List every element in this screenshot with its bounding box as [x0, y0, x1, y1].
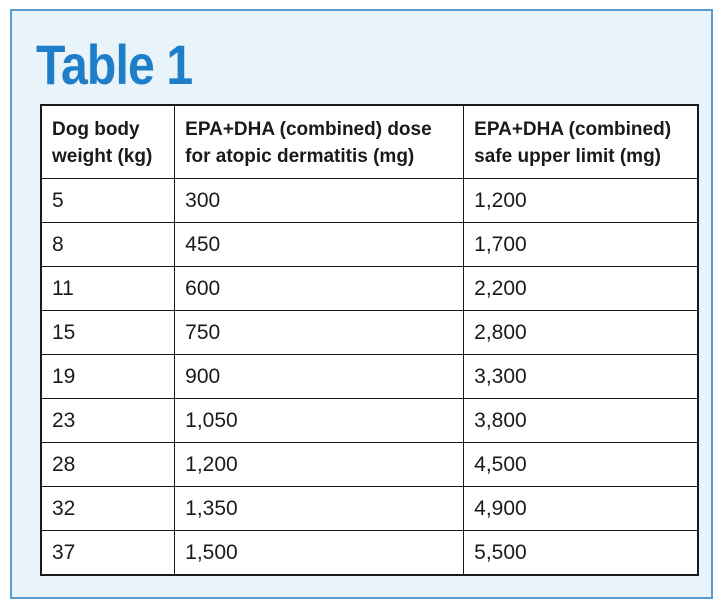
column-header-body-weight: Dog body weight (kg) — [40, 104, 176, 179]
cell-body-weight: 23 — [40, 398, 176, 443]
cell-dose: 300 — [174, 178, 465, 223]
cell-dose: 900 — [174, 354, 465, 399]
cell-dose: 1,500 — [174, 530, 465, 576]
table-row: 32 1,350 4,900 — [40, 486, 699, 531]
cell-upper-limit: 3,800 — [463, 398, 699, 443]
cell-upper-limit: 1,200 — [463, 178, 699, 223]
table-panel: Table 1 Dog body weight (kg) EPA+DHA (co… — [10, 9, 713, 599]
table-title: Table 1 — [36, 33, 193, 96]
cell-dose: 1,050 — [174, 398, 465, 443]
cell-dose: 750 — [174, 310, 465, 355]
table-row: 23 1,050 3,800 — [40, 398, 699, 443]
column-header-dose: EPA+DHA (combined) dose for atopic derma… — [174, 104, 465, 179]
table-row: 5 300 1,200 — [40, 178, 699, 223]
cell-upper-limit: 4,500 — [463, 442, 699, 487]
cell-upper-limit: 2,200 — [463, 266, 699, 311]
header-line: for atopic dermatitis (mg) — [185, 146, 415, 167]
cell-body-weight: 5 — [40, 178, 176, 223]
cell-upper-limit: 5,500 — [463, 530, 699, 576]
cell-body-weight: 37 — [40, 530, 176, 576]
cell-upper-limit: 4,900 — [463, 486, 699, 531]
header-line: EPA+DHA (combined) dose — [185, 119, 432, 140]
cell-body-weight: 28 — [40, 442, 176, 487]
column-header-upper-limit: EPA+DHA (combined) safe upper limit (mg) — [463, 104, 699, 179]
table-header-row: Dog body weight (kg) EPA+DHA (combined) … — [40, 104, 699, 179]
cell-body-weight: 19 — [40, 354, 176, 399]
cell-dose: 450 — [174, 222, 465, 267]
cell-body-weight: 8 — [40, 222, 176, 267]
cell-dose: 600 — [174, 266, 465, 311]
cell-body-weight: 15 — [40, 310, 176, 355]
cell-upper-limit: 1,700 — [463, 222, 699, 267]
cell-dose: 1,200 — [174, 442, 465, 487]
table-row: 15 750 2,800 — [40, 310, 699, 355]
header-line: EPA+DHA (combined) — [474, 119, 672, 140]
header-line: Dog body — [52, 119, 140, 140]
header-line: safe upper limit (mg) — [474, 146, 662, 167]
cell-dose: 1,350 — [174, 486, 465, 531]
table-row: 28 1,200 4,500 — [40, 442, 699, 487]
table-row: 19 900 3,300 — [40, 354, 699, 399]
cell-body-weight: 32 — [40, 486, 176, 531]
table-row: 37 1,500 5,500 — [40, 530, 699, 576]
header-line: weight (kg) — [52, 146, 153, 167]
table-row: 8 450 1,700 — [40, 222, 699, 267]
cell-upper-limit: 3,300 — [463, 354, 699, 399]
table-row: 11 600 2,200 — [40, 266, 699, 311]
cell-upper-limit: 2,800 — [463, 310, 699, 355]
cell-body-weight: 11 — [40, 266, 176, 311]
dosage-table: Dog body weight (kg) EPA+DHA (combined) … — [40, 104, 699, 576]
